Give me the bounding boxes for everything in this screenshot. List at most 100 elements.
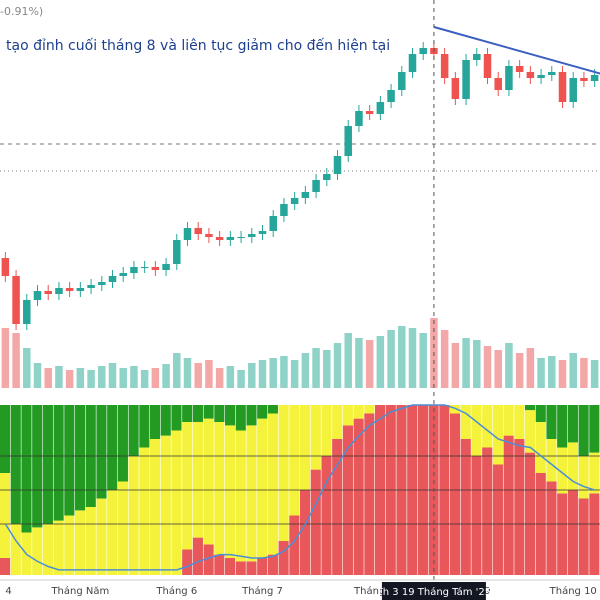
indicator-yellow bbox=[128, 456, 139, 575]
indicator-red bbox=[246, 561, 257, 575]
indicator-green bbox=[75, 405, 86, 511]
candle-body bbox=[12, 276, 20, 324]
indicator-red bbox=[182, 549, 193, 575]
indicator-green bbox=[139, 405, 150, 448]
indicator-green bbox=[267, 405, 278, 414]
candle-body bbox=[65, 288, 74, 291]
candle-body bbox=[365, 111, 374, 114]
volume-bar bbox=[494, 350, 502, 388]
candle-body bbox=[76, 288, 85, 291]
volume-bar bbox=[215, 368, 224, 388]
indicator-red bbox=[214, 554, 225, 575]
indicator-yellow bbox=[235, 430, 246, 562]
indicator-yellow bbox=[332, 405, 343, 439]
candle-body bbox=[515, 66, 524, 72]
candle-body bbox=[376, 102, 385, 114]
volume-bar bbox=[387, 330, 395, 388]
candle-body bbox=[173, 240, 181, 264]
candle-body bbox=[333, 156, 342, 174]
indicator-yellow bbox=[117, 481, 128, 575]
indicator-yellow bbox=[32, 527, 43, 575]
volume-bar bbox=[537, 358, 545, 388]
volume-bar bbox=[558, 360, 567, 388]
volume-bar bbox=[151, 368, 160, 388]
indicator-yellow bbox=[492, 405, 503, 465]
indicator-yellow bbox=[171, 430, 182, 575]
volume-bar bbox=[344, 333, 352, 388]
indicator-yellow bbox=[203, 418, 214, 545]
trendline bbox=[433, 26, 600, 75]
candle-body bbox=[33, 291, 42, 300]
change-label: -0.91%) bbox=[0, 5, 43, 18]
volume-bar bbox=[323, 350, 331, 388]
indicator-yellow bbox=[257, 418, 268, 558]
candle-body bbox=[269, 216, 277, 231]
volume-bar bbox=[515, 353, 524, 388]
volume-bar bbox=[590, 360, 599, 388]
indicator-yellow bbox=[557, 447, 568, 494]
indicator-green bbox=[128, 405, 139, 456]
indicator-line bbox=[4, 404, 595, 571]
indicator-red bbox=[450, 413, 461, 575]
indicator-red bbox=[492, 464, 503, 575]
volume-bar bbox=[505, 343, 513, 388]
indicator-green bbox=[10, 405, 21, 524]
candle-body bbox=[494, 78, 502, 90]
candle-body bbox=[505, 66, 513, 90]
indicator-yellow bbox=[321, 405, 332, 456]
indicator-red bbox=[257, 558, 268, 575]
volume-bar bbox=[162, 364, 170, 388]
candle-body bbox=[526, 72, 535, 78]
volume-bar bbox=[258, 360, 267, 388]
indicator-green bbox=[214, 405, 225, 422]
volume-bar bbox=[569, 353, 577, 388]
volume-bar bbox=[419, 333, 427, 388]
volume-bar bbox=[173, 353, 181, 388]
candle-body bbox=[290, 198, 299, 204]
candle-body bbox=[355, 111, 363, 126]
candle-body bbox=[312, 180, 320, 192]
indicator-green bbox=[225, 405, 236, 426]
candle-body bbox=[258, 231, 267, 234]
indicator-green bbox=[160, 405, 171, 436]
indicator-yellow bbox=[300, 405, 311, 490]
candle-body bbox=[183, 228, 192, 240]
x-tick-label: Tháng bbox=[353, 585, 385, 597]
volume-bar bbox=[130, 366, 138, 388]
indicator-red bbox=[192, 537, 203, 575]
candle-body bbox=[23, 300, 31, 324]
indicator-yellow bbox=[64, 515, 75, 575]
candle-body bbox=[323, 174, 331, 180]
volume-bar bbox=[440, 330, 449, 388]
indicator-green bbox=[53, 405, 64, 521]
volume-bar bbox=[301, 353, 310, 388]
indicator-yellow bbox=[225, 425, 236, 558]
volume-bar bbox=[580, 358, 588, 388]
indicator-yellow bbox=[85, 507, 96, 575]
crosshair-label: Th 3 19 Tháng Tám '25 bbox=[376, 586, 491, 598]
x-tick-label: Tháng 6 bbox=[155, 585, 197, 597]
indicator-yellow bbox=[450, 405, 461, 414]
x-tick-label: Tháng Năm bbox=[50, 585, 109, 597]
indicator-green bbox=[32, 405, 43, 528]
candle-body bbox=[344, 126, 352, 156]
indicator-red bbox=[589, 493, 600, 575]
volume-bar bbox=[248, 363, 256, 388]
indicator-green bbox=[42, 405, 53, 524]
candle-body bbox=[280, 204, 288, 216]
volume-bar bbox=[280, 356, 288, 388]
indicator-red bbox=[557, 493, 568, 575]
indicator-green bbox=[246, 405, 257, 426]
indicator-green bbox=[96, 405, 107, 499]
indicator-yellow bbox=[503, 405, 514, 436]
indicator-yellow bbox=[0, 473, 11, 558]
candle-body bbox=[558, 72, 567, 102]
indicator-red bbox=[0, 558, 11, 575]
indicator-green bbox=[21, 405, 32, 533]
indicator-yellow bbox=[460, 405, 471, 439]
indicator-green bbox=[107, 405, 118, 490]
indicator-red bbox=[342, 425, 353, 575]
indicator-green bbox=[589, 405, 600, 453]
